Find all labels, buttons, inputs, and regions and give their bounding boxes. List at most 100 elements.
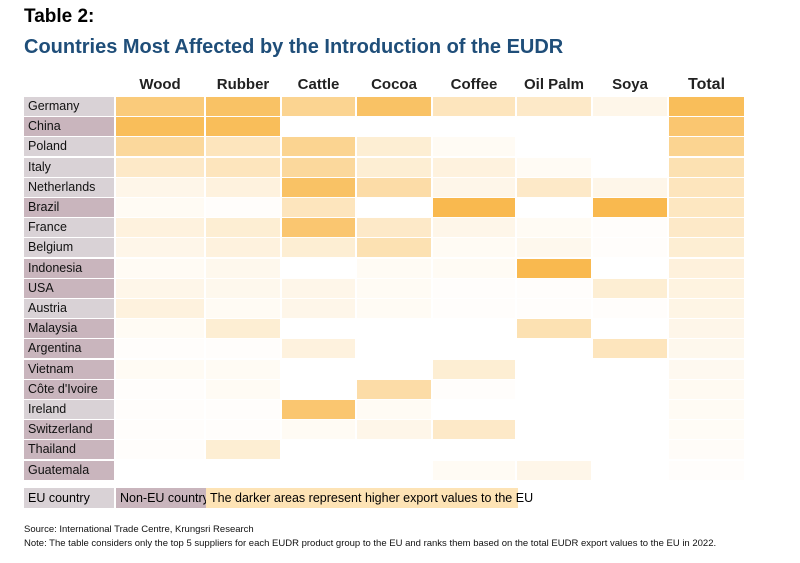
heat-cell-usa-rubber — [206, 278, 280, 298]
row-label-argentina: Argentina — [24, 339, 114, 359]
heat-cell-c-te-d-ivoire-cattle — [282, 379, 355, 399]
heat-cell-china-cattle — [282, 117, 355, 137]
heat-cell-france-rubber — [206, 218, 280, 238]
heat-cell-brazil-total — [669, 198, 744, 217]
heat-cell-netherlands-oil-palm — [517, 177, 591, 197]
heat-cell-netherlands-coffee — [433, 177, 515, 197]
source-note: Source: International Trade Centre, Krun… — [24, 524, 254, 535]
heat-cell-argentina-soya — [593, 339, 667, 359]
heat-cell-poland-total — [669, 137, 744, 157]
column-header-cocoa: Cocoa — [371, 76, 417, 93]
heat-cell-switzerland-oil-palm — [517, 420, 591, 440]
heat-cell-netherlands-cocoa — [357, 177, 431, 197]
heat-cell-malaysia-wood — [116, 319, 204, 339]
row-label-guatemala: Guatemala — [24, 460, 114, 480]
heat-cell-vietnam-soya — [593, 359, 667, 379]
row-label-malaysia: Malaysia — [24, 319, 114, 339]
row-label-china: China — [24, 117, 114, 137]
heat-cell-c-te-d-ivoire-rubber — [206, 379, 280, 399]
heat-cell-guatemala-rubber — [206, 460, 280, 480]
heat-cell-belgium-cocoa — [357, 238, 431, 258]
heat-cell-belgium-oil-palm — [517, 238, 591, 258]
heat-cell-guatemala-total — [669, 460, 744, 480]
row-label-ireland: Ireland — [24, 400, 114, 419]
heat-cell-c-te-d-ivoire-total — [669, 379, 744, 399]
heat-cell-poland-cocoa — [357, 137, 431, 157]
heat-cell-switzerland-wood — [116, 420, 204, 440]
row-label-france: France — [24, 218, 114, 238]
heat-cell-switzerland-total — [669, 420, 744, 440]
heat-cell-netherlands-cattle — [282, 177, 355, 197]
heat-cell-guatemala-wood — [116, 460, 204, 480]
heat-cell-china-rubber — [206, 117, 280, 137]
row-label-switzerland: Switzerland — [24, 420, 114, 440]
heat-cell-france-coffee — [433, 218, 515, 238]
heat-cell-guatemala-cocoa — [357, 460, 431, 480]
heat-cell-c-te-d-ivoire-wood — [116, 379, 204, 399]
legend-eu-country: EU country — [24, 488, 114, 508]
heat-cell-austria-cattle — [282, 299, 355, 318]
heat-cell-indonesia-wood — [116, 258, 204, 278]
heat-cell-thailand-soya — [593, 440, 667, 460]
column-header-soya: Soya — [612, 76, 648, 93]
heat-cell-indonesia-soya — [593, 258, 667, 278]
heat-cell-ireland-total — [669, 400, 744, 419]
heat-cell-germany-rubber — [206, 97, 280, 116]
column-header-cattle: Cattle — [297, 76, 340, 93]
heat-cell-poland-wood — [116, 137, 204, 157]
heat-cell-germany-coffee — [433, 97, 515, 116]
heat-cell-china-total — [669, 117, 744, 137]
heat-cell-malaysia-oil-palm — [517, 319, 591, 339]
heat-cell-austria-soya — [593, 299, 667, 318]
heat-cell-austria-wood — [116, 299, 204, 318]
row-label-germany: Germany — [24, 97, 114, 116]
heat-cell-ireland-cattle — [282, 400, 355, 419]
heat-cell-austria-oil-palm — [517, 299, 591, 318]
heat-cell-germany-soya — [593, 97, 667, 116]
row-label-poland: Poland — [24, 137, 114, 157]
heat-cell-belgium-soya — [593, 238, 667, 258]
heat-cell-guatemala-soya — [593, 460, 667, 480]
heat-cell-vietnam-cattle — [282, 359, 355, 379]
heat-cell-netherlands-soya — [593, 177, 667, 197]
heat-cell-france-oil-palm — [517, 218, 591, 238]
heat-cell-italy-cattle — [282, 157, 355, 177]
heat-cell-thailand-total — [669, 440, 744, 460]
heat-cell-vietnam-total — [669, 359, 744, 379]
column-header-total: Total — [687, 76, 726, 93]
heat-cell-austria-rubber — [206, 299, 280, 318]
heat-cell-italy-wood — [116, 157, 204, 177]
heat-cell-usa-cattle — [282, 278, 355, 298]
heat-cell-china-coffee — [433, 117, 515, 137]
heat-cell-brazil-cocoa — [357, 198, 431, 217]
heat-cell-brazil-wood — [116, 198, 204, 217]
heat-cell-ireland-soya — [593, 400, 667, 419]
heat-cell-vietnam-oil-palm — [517, 359, 591, 379]
heat-cell-germany-cocoa — [357, 97, 431, 116]
heat-cell-vietnam-cocoa — [357, 359, 431, 379]
heat-cell-ireland-oil-palm — [517, 400, 591, 419]
heat-cell-thailand-cattle — [282, 440, 355, 460]
heat-cell-ireland-coffee — [433, 400, 515, 419]
heat-cell-malaysia-cattle — [282, 319, 355, 339]
heat-cell-malaysia-cocoa — [357, 319, 431, 339]
heat-cell-vietnam-wood — [116, 359, 204, 379]
page-title: Countries Most Affected by the Introduct… — [24, 36, 564, 58]
heat-cell-malaysia-soya — [593, 319, 667, 339]
heat-cell-c-te-d-ivoire-soya — [593, 379, 667, 399]
heat-cell-malaysia-coffee — [433, 319, 515, 339]
heat-cell-poland-coffee — [433, 137, 515, 157]
heat-cell-brazil-coffee — [433, 198, 515, 217]
heat-cell-austria-coffee — [433, 299, 515, 318]
heat-cell-malaysia-total — [669, 319, 744, 339]
heat-cell-indonesia-oil-palm — [517, 258, 591, 278]
heat-cell-usa-oil-palm — [517, 278, 591, 298]
heat-cell-italy-coffee — [433, 157, 515, 177]
footnote: Note: The table considers only the top 5… — [24, 538, 717, 549]
heat-cell-guatemala-oil-palm — [517, 460, 591, 480]
heat-cell-netherlands-wood — [116, 177, 204, 197]
table-label: Table 2: — [24, 6, 95, 27]
heat-cell-france-cocoa — [357, 218, 431, 238]
heat-cell-france-soya — [593, 218, 667, 238]
heat-cell-italy-total — [669, 157, 744, 177]
